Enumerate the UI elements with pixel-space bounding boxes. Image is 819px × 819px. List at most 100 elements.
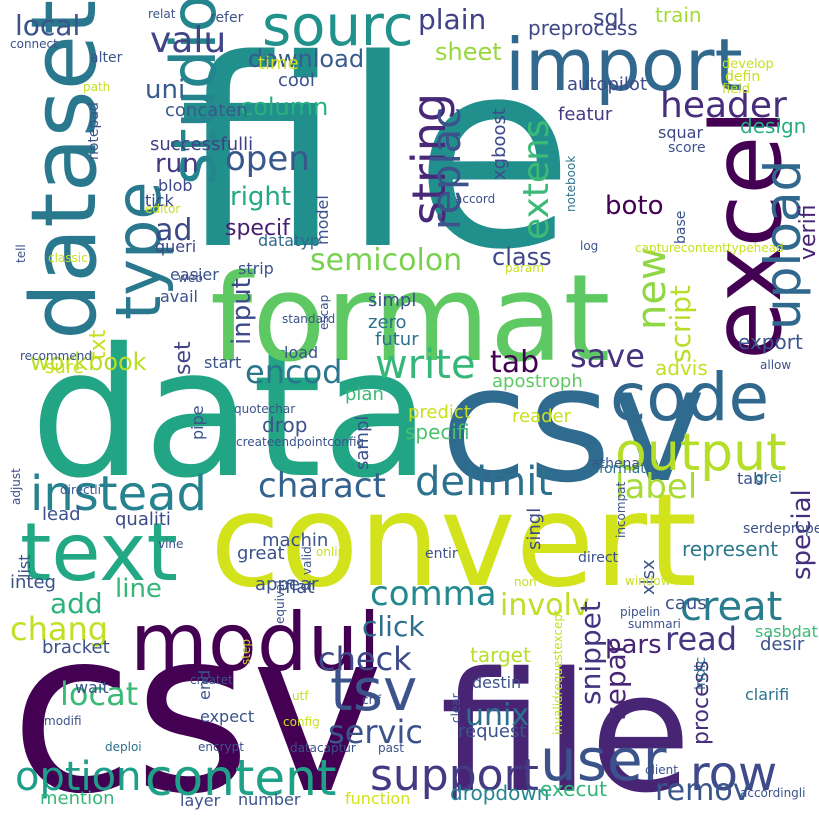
cloud-word: base <box>673 211 689 244</box>
cloud-word: caus <box>665 593 707 614</box>
cloud-word: model <box>313 195 332 245</box>
cloud-word: instead <box>30 466 207 522</box>
cloud-word: singl <box>524 508 545 550</box>
cloud-word: type <box>102 181 175 320</box>
cloud-word: web <box>178 271 203 285</box>
cloud-word: reformat <box>585 461 646 477</box>
cloud-word: semicolon <box>310 243 462 278</box>
cloud-word: import <box>505 23 743 107</box>
cloud-word: download <box>248 45 364 73</box>
cloud-word: boto <box>605 191 664 221</box>
cloud-word: serdeproperti <box>743 521 819 537</box>
cloud-word: expect <box>200 707 254 726</box>
cloud-word: content <box>145 749 336 807</box>
cloud-word: pipe <box>188 405 207 440</box>
cloud-word: crlf <box>362 693 382 707</box>
cloud-word: editor <box>145 202 180 216</box>
cloud-word: write <box>375 342 476 388</box>
cloud-word: snippet <box>574 601 607 705</box>
cloud-word: standard <box>282 312 335 326</box>
cloud-word: row <box>690 746 777 802</box>
cloud-word: past <box>378 741 404 755</box>
cloud-word: input <box>227 278 257 345</box>
cloud-word: special <box>787 489 817 580</box>
cloud-word: athena <box>591 456 640 472</box>
cloud-word: servic <box>328 713 423 751</box>
cloud-word: add <box>50 587 103 620</box>
cloud-word: cool <box>278 70 315 91</box>
cloud-word: header <box>660 85 787 126</box>
cloud-word: dropdown <box>450 781 549 805</box>
cloud-word: option <box>15 754 141 800</box>
cloud-word: qualiti <box>115 509 171 530</box>
cloud-word: bracket <box>42 637 110 658</box>
cloud-word: right <box>230 182 291 212</box>
cloud-word: xgboost <box>489 108 510 180</box>
cloud-word: direct <box>578 550 619 566</box>
cloud-word: grei <box>755 470 782 486</box>
cloud-word: creat <box>680 584 782 630</box>
cloud-word: number <box>238 790 301 809</box>
cloud-word: user <box>540 726 667 794</box>
cloud-word: apostroph <box>492 371 583 392</box>
cloud-word: squar <box>658 123 703 142</box>
cloud-word: check <box>318 640 412 678</box>
cloud-word: upload <box>754 160 812 330</box>
cloud-word: modifi <box>44 714 82 728</box>
cloud-word: log <box>580 239 598 253</box>
cloud-word: simpl <box>368 290 416 311</box>
cloud-word: relat <box>148 7 176 21</box>
cloud-word: wait <box>75 678 109 697</box>
cloud-word: csv <box>10 582 384 819</box>
cloud-word: file <box>178 5 574 307</box>
cloud-word: adjust <box>9 468 23 505</box>
cloud-word: path <box>83 80 110 94</box>
cloud-word: class <box>492 243 552 271</box>
cloud-word: local <box>15 9 80 42</box>
cloud-word: refer <box>210 10 244 26</box>
cloud-word: open <box>225 139 310 179</box>
cloud-word: blob <box>158 176 193 195</box>
cloud-word: tell <box>14 244 28 263</box>
cloud-word: txt <box>86 329 111 360</box>
cloud-word: sure <box>45 357 84 378</box>
cloud-word: click <box>362 610 425 643</box>
cloud-word: appear <box>255 574 319 595</box>
cloud-word: studio <box>157 0 230 185</box>
cloud-word: onlin <box>316 545 345 559</box>
cloud-word: reader <box>512 406 572 427</box>
cloud-word: param <box>505 261 544 275</box>
cloud-word: encod <box>245 353 342 391</box>
cloud-word: mention <box>40 788 115 809</box>
cloud-word: config <box>283 715 320 729</box>
cloud-word: recommend <box>20 349 92 363</box>
cloud-word: support <box>370 750 539 801</box>
cloud-word: escap <box>317 295 331 330</box>
cloud-word: integ <box>10 572 56 593</box>
cloud-word: zero <box>368 312 407 333</box>
cloud-word: script <box>664 285 697 363</box>
cloud-word: connect <box>10 37 58 51</box>
cloud-word: start <box>204 353 241 372</box>
cloud-word: invalidrequestexcept <box>551 609 565 735</box>
cloud-word: function <box>345 789 410 808</box>
cloud-word: incompat <box>614 481 628 538</box>
cloud-word: line <box>115 574 162 604</box>
cloud-word: encrypt <box>198 740 244 754</box>
cloud-word: tick <box>145 191 175 210</box>
cloud-word: drop <box>262 413 307 437</box>
cloud-word: capturecontenttypehead <box>635 241 784 255</box>
cloud-word: great <box>237 543 285 564</box>
cloud-word: unix <box>465 698 529 733</box>
cloud-word: modul <box>130 596 381 689</box>
cloud-word: sql <box>593 6 625 31</box>
cloud-word: clear <box>449 693 463 723</box>
cloud-word: autopilot <box>567 74 647 95</box>
cloud-word: train <box>655 3 702 27</box>
cloud-word: develop <box>722 57 774 72</box>
cloud-word: export <box>738 330 803 354</box>
cloud-word: summari <box>628 617 681 631</box>
cloud-word: code <box>610 359 769 436</box>
cloud-word: defin <box>725 69 760 85</box>
